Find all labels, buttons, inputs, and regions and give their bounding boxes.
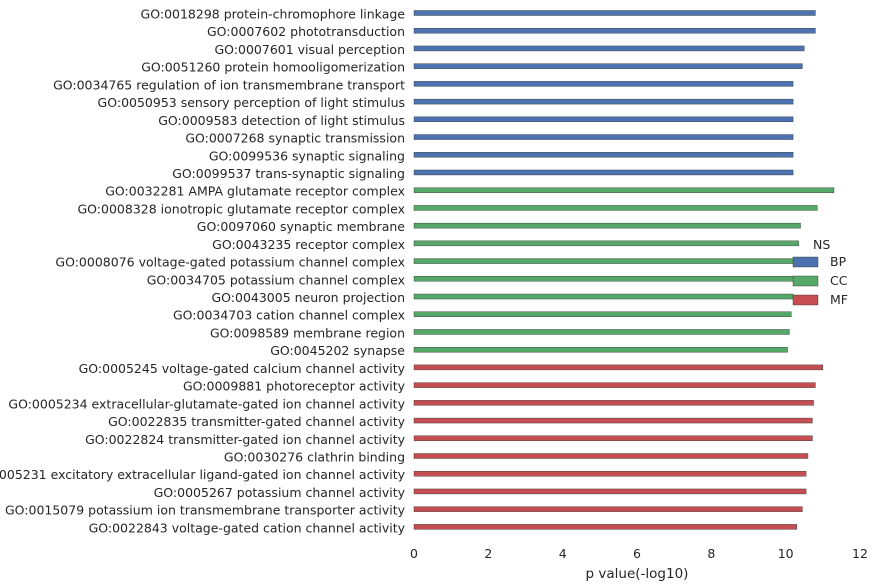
category-label: GO:0099537 trans-synaptic signaling (172, 166, 405, 181)
bar (413, 258, 796, 264)
category-label: GO:0022824 transmitter-gated ion channel… (85, 432, 406, 447)
legend-label: BP (830, 254, 847, 269)
bar (413, 63, 803, 69)
bars-layer (413, 10, 835, 530)
bar (413, 435, 813, 441)
category-label: GO:0005245 voltage-gated calcium channel… (79, 361, 406, 376)
x-tick-label: 8 (707, 546, 715, 561)
x-tick-label: 10 (778, 546, 794, 561)
bar (413, 488, 807, 495)
category-labels: GO:0018298 protein-chromophore linkage GO… (0, 7, 406, 536)
x-tick-label: 4 (559, 546, 567, 561)
bar (413, 116, 794, 123)
category-label: GO:0005267 potassium channel activity (154, 485, 406, 500)
category-label: GO:0030276 clathrin binding (224, 450, 405, 465)
bar (413, 98, 794, 105)
category-label: GO:0005231 excitatory extracellular liga… (0, 467, 406, 482)
legend-label: CC (830, 273, 848, 288)
category-label: GO:0043005 neuron projection (211, 290, 405, 305)
bar (413, 134, 794, 140)
category-label: GO:0051260 protein homooligomerization (141, 60, 405, 75)
bar (413, 400, 814, 406)
bar (413, 187, 835, 193)
bar (413, 524, 798, 530)
bar (413, 329, 790, 335)
legend-items: BP CC MF (792, 254, 848, 307)
bar (413, 28, 816, 34)
legend-swatch (792, 275, 819, 287)
legend-swatch (792, 256, 819, 268)
category-label: GO:0009881 photoreceptor activity (183, 379, 406, 394)
category-label: GO:0007601 visual perception (214, 42, 405, 57)
x-tick-label: 0 (410, 546, 418, 561)
category-label: GO:0015079 potassium ion transmembrane t… (5, 503, 406, 518)
bar (413, 382, 816, 388)
legend: NS BP CC MF (792, 237, 848, 307)
category-label: GO:0097060 synaptic membrane (197, 219, 406, 234)
category-label: GO:0018298 protein-chromophore linkage (141, 7, 406, 22)
bar (413, 240, 799, 247)
category-label: GO:0034703 cation channel complex (173, 308, 405, 323)
category-label: GO:0007602 phototransduction (207, 24, 405, 39)
category-label: GO:0009583 detection of light stimulus (158, 113, 405, 128)
category-label: GO:0008076 voltage-gated potassium chann… (55, 255, 405, 270)
x-axis-ticks: 0 2 4 6 8 10 12 (410, 546, 868, 561)
category-label: GO:0034765 regulation of ion transmembra… (53, 77, 405, 92)
bar (413, 169, 794, 176)
category-label: GO:0045202 synapse (270, 343, 405, 358)
category-label: GO:0008328 ionotropic glutamate receptor… (78, 201, 406, 216)
bar (413, 453, 809, 459)
category-label: GO:0043235 receptor complex (212, 237, 405, 252)
bar (413, 10, 816, 16)
bar (413, 506, 803, 512)
x-tick-label: 6 (633, 546, 641, 561)
category-label: GO:0005234 extracellular-glutamate-gated… (8, 396, 405, 411)
bar (413, 152, 794, 158)
category-label: GO:0034705 potassium channel complex (147, 272, 405, 287)
bar (413, 364, 824, 371)
category-label: GO:0007268 synaptic transmission (185, 131, 405, 146)
x-axis-title: p value(-log10) (586, 566, 689, 582)
category-label: GO:0022843 voltage-gated cation channel … (89, 520, 406, 535)
legend-title: NS (813, 237, 830, 252)
bar (413, 222, 801, 229)
category-label: GO:0032281 AMPA glutamate receptor compl… (105, 184, 405, 199)
category-label: GO:0022835 transmitter-gated channel act… (108, 414, 405, 429)
bar (413, 276, 796, 282)
legend-swatch (792, 294, 819, 306)
x-tick-label: 12 (852, 546, 868, 561)
category-label: GO:0098589 membrane region (210, 325, 405, 340)
bar (413, 346, 788, 353)
bar (413, 471, 807, 477)
x-tick-label: 2 (484, 546, 492, 561)
legend-label: MF (830, 292, 848, 307)
category-label: GO:0050953 sensory perception of light s… (98, 95, 405, 110)
bar (413, 45, 805, 52)
bar (413, 81, 794, 87)
bar (413, 311, 792, 317)
category-label: GO:0099536 synaptic signaling (209, 148, 405, 163)
bar (413, 205, 818, 211)
bar (413, 293, 794, 300)
bar (413, 417, 813, 424)
